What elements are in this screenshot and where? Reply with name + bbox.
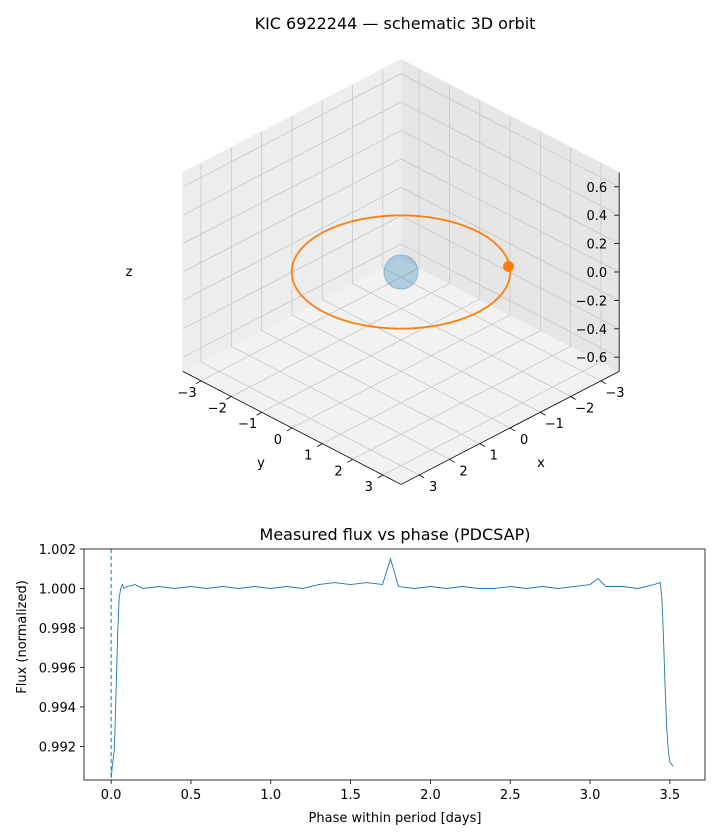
x-axis-line <box>400 371 620 485</box>
grid-line-z <box>182 101 620 216</box>
y-tick-label: 0 <box>274 433 282 448</box>
orbit-chart-title: KIC 6922244 — schematic 3D orbit <box>255 14 536 33</box>
y-tick-label: 1 <box>304 449 312 464</box>
planet-marker <box>503 261 515 273</box>
orbit-3d-plot: −3 −2 −1 0 1 2 3 −3 −2 −1 0 1 2 3 −0.6 −0.4 −0.2 0.0 0.2 0.… <box>126 58 625 495</box>
grid-line-z <box>182 243 620 358</box>
y-tick-label: −1 <box>238 417 257 432</box>
x-tick <box>509 427 516 432</box>
y-tick <box>377 474 384 479</box>
x-tick-label: −2 <box>575 402 594 417</box>
flux-series-line <box>110 557 674 779</box>
grid-line-y <box>322 131 541 444</box>
y-tick-label: 1.002 <box>39 543 76 558</box>
x-axis-label: x <box>537 456 545 471</box>
y-tick-label: 0.996 <box>39 661 76 676</box>
grid-line-z <box>182 158 620 273</box>
y-tick-label: 2 <box>334 464 342 479</box>
z-tick-label: 0.4 <box>586 209 607 224</box>
y-tick <box>195 380 202 385</box>
y-tick-label: 0.994 <box>39 701 76 716</box>
y-tick <box>226 396 232 400</box>
y-tick-label: −3 <box>177 386 196 401</box>
y-tick-label: 1.000 <box>39 582 76 597</box>
grid-line-x <box>200 163 420 476</box>
flux-x-axis-label: Phase within period [days] <box>309 811 482 826</box>
z-tick-label: 0.0 <box>586 266 607 281</box>
x-tick <box>570 396 576 400</box>
grid-line-x <box>321 100 541 413</box>
x-tick-label: 0 <box>520 433 528 448</box>
grid-line-y <box>291 116 511 429</box>
z-tick-label: 0.6 <box>586 181 607 196</box>
y-tick <box>347 458 353 463</box>
grid-line-y <box>261 100 481 413</box>
grid-line-x <box>291 116 511 429</box>
flux-y-axis-label: Flux (normalized) <box>15 580 30 694</box>
x-tick-label: 1 <box>490 449 498 464</box>
z-tick-label: −0.2 <box>576 294 608 309</box>
orbit-path <box>290 214 512 330</box>
grid-line-y <box>200 68 420 382</box>
x-tick-label: 2 <box>459 464 467 479</box>
y-tick <box>256 411 262 416</box>
z-tick-label: −0.6 <box>576 351 608 366</box>
grid-line-z <box>182 73 620 188</box>
x-tick <box>479 443 485 447</box>
star-marker <box>383 254 419 290</box>
x-tick-label: 2.0 <box>420 788 441 803</box>
flux-plot: 0.0 0.5 1.0 1.5 2.0 2.5 3.0 3.5 0.992 0.994 0.996 0… <box>39 543 706 803</box>
plot-area <box>84 549 705 780</box>
z-tick-label: 0.2 <box>586 238 607 253</box>
grid-line-x <box>352 84 571 397</box>
x-tick-label: 3.0 <box>580 788 601 803</box>
y-tick-label: −2 <box>208 402 227 417</box>
x-tick-label: 1.0 <box>260 788 281 803</box>
y-tick-label: 3 <box>365 480 373 495</box>
grid-line-y <box>352 147 572 460</box>
x-tick-label: 0.5 <box>181 788 202 803</box>
grid-line-x <box>230 147 450 460</box>
x-tick <box>600 380 607 385</box>
y-tick <box>286 427 293 432</box>
z-tick-label: −0.4 <box>576 323 608 338</box>
x-tick-label: 3.5 <box>660 788 681 803</box>
y-tick <box>317 443 323 447</box>
flux-chart-title: Measured flux vs phase (PDCSAP) <box>260 525 531 544</box>
grid-line-y <box>382 163 602 476</box>
x-tick-label: 3 <box>429 480 437 495</box>
x-tick <box>540 411 546 416</box>
x-tick <box>418 474 425 479</box>
grid-line-x <box>261 131 480 444</box>
y-tick-label: 0.992 <box>39 740 76 755</box>
y-axis-label: y <box>257 456 265 471</box>
grid-line-z <box>182 186 620 301</box>
grid-line-z <box>182 130 620 244</box>
x-tick-label: 1.5 <box>340 788 361 803</box>
grid-line-y <box>231 84 450 397</box>
x-tick-label: 2.5 <box>500 788 521 803</box>
x-tick-label: −3 <box>605 386 624 401</box>
x-tick-label: 0.0 <box>101 788 122 803</box>
grid-line-x <box>382 68 602 382</box>
plot-frame <box>83 548 706 781</box>
x-tick <box>449 458 455 463</box>
y-tick-label: 0.998 <box>39 622 76 637</box>
x-tick-label: −1 <box>545 417 564 432</box>
z-axis-label: z <box>126 265 133 280</box>
